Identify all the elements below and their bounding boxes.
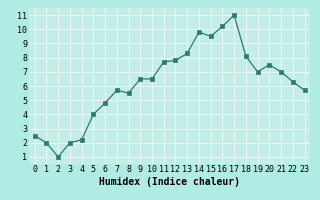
X-axis label: Humidex (Indice chaleur): Humidex (Indice chaleur) <box>99 177 240 187</box>
